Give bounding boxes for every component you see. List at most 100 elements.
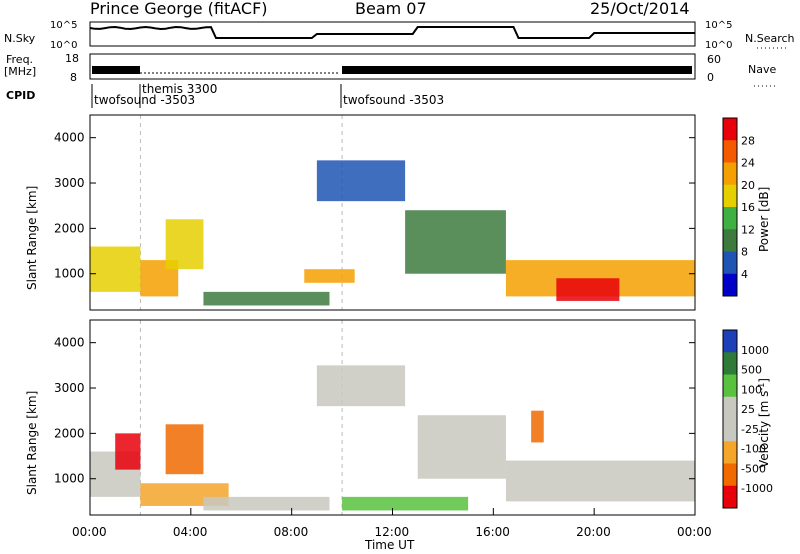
velocity-colorbar-tick: -500 xyxy=(741,462,766,475)
velocity-yticks: 1000 2000 3000 4000 xyxy=(54,336,695,486)
velocity-colorbar-segment xyxy=(723,441,737,464)
velocity-ytick-label: 3000 xyxy=(54,381,85,395)
velocity-colorbar-segment xyxy=(723,396,737,420)
power-colorbar-frame xyxy=(722,117,738,297)
power-region-4 xyxy=(304,269,355,283)
velocity-colorbar: Velocity [m s-1] 1000 500 100 25 -25 -100 -500… xyxy=(722,329,773,509)
power-region-8 xyxy=(556,278,620,301)
power-region-2 xyxy=(165,219,204,270)
freq-block-1 xyxy=(92,66,140,74)
power-colorbar-segment xyxy=(723,184,737,208)
power-colorbar-segment xyxy=(723,273,737,297)
date-title: 25/Oct/2014 xyxy=(590,0,690,18)
velocity-data xyxy=(90,320,695,515)
power-colorbar-tick: 28 xyxy=(741,134,755,147)
velocity-ytick-label: 4000 xyxy=(54,336,85,350)
nsearch-tick-low: 10^0 xyxy=(705,40,732,51)
power-colorbar-tick: 16 xyxy=(741,201,755,214)
velocity-colorbar-exponent: -1 xyxy=(757,383,766,391)
power-colorbar-tick: 20 xyxy=(741,179,755,192)
velocity-colorbar-segment xyxy=(723,374,737,398)
nsky-label: N.Sky xyxy=(4,32,36,45)
beam-title: Beam 07 xyxy=(355,0,427,18)
power-colorbar-tick: 12 xyxy=(741,223,755,236)
velocity-region-5 xyxy=(316,365,406,407)
freq-block-2 xyxy=(342,66,692,74)
power-colorbar-tick: 4 xyxy=(741,268,748,281)
velocity-colorbar-bracket: ] xyxy=(757,378,771,383)
xtick-label: 12:00 xyxy=(375,525,410,539)
power-colorbar: Power [dB] 28 24 20 16 12 8 4 xyxy=(722,117,771,297)
xtick-label: 08:00 xyxy=(274,525,309,539)
cpid-entry-1: twofsound -3503 xyxy=(94,93,195,107)
power-colorbar-tick: 24 xyxy=(741,157,755,170)
nsky-tick-high: 10^5 xyxy=(50,20,77,31)
power-region-0 xyxy=(90,246,141,292)
nave-tick-high: 60 xyxy=(707,53,721,66)
velocity-colorbar-label-text: Velocity [m s xyxy=(757,391,771,468)
nsky-tick-low: 10^0 xyxy=(50,40,77,51)
freq-label-line2: [MHz] xyxy=(4,65,36,78)
velocity-region-1 xyxy=(115,433,141,470)
power-colorbar-segment xyxy=(723,118,737,141)
power-colorbar-segment xyxy=(723,229,737,252)
velocity-region-8 xyxy=(505,460,695,502)
nsearch-tick-high: 10^5 xyxy=(705,20,732,31)
power-colorbar-segment xyxy=(723,207,737,230)
nsearch-label: N.Search xyxy=(745,32,795,45)
xtick-label: 00:00 xyxy=(677,525,712,539)
freq-label-line1: Freq. xyxy=(6,53,33,66)
power-colorbar-label: Power [dB] xyxy=(757,187,771,252)
power-data xyxy=(90,115,695,310)
velocity-colorbar-segment xyxy=(723,485,737,509)
velocity-colorbar-tick: 500 xyxy=(741,364,762,377)
velocity-colorbar-tick: 1000 xyxy=(741,344,769,357)
cpid-label: CPID xyxy=(6,89,35,102)
velocity-colorbar-segment xyxy=(723,330,737,353)
velocity-colorbar-tick: -25 xyxy=(741,423,759,436)
freq-tick-low: 8 xyxy=(70,71,77,84)
nsky-trace xyxy=(89,25,695,39)
power-colorbar-segment xyxy=(723,251,737,275)
power-colorbar-segment xyxy=(723,162,737,186)
velocity-ytick-label: 1000 xyxy=(54,472,85,486)
velocity-colorbar-segment xyxy=(723,463,737,487)
xtick-label: 00:00 xyxy=(72,525,107,539)
velocity-colorbar-segment xyxy=(723,352,737,375)
velocity-colorbar-frame xyxy=(722,329,738,509)
xtick-label: 04:00 xyxy=(173,525,208,539)
nsky-panel: N.Sky 10^5 10^0 N.Search 10^5 10^0 xyxy=(4,20,795,51)
velocity-region-7 xyxy=(417,415,506,479)
nave-label: Nave xyxy=(748,63,776,76)
time-xticks: 00:00 04:00 08:00 12:00 16:00 20:00 00:00 xyxy=(72,508,712,539)
velocity-ylabel: Slant Range [km] xyxy=(25,391,39,495)
power-ytick-label: 1000 xyxy=(54,267,85,281)
velocity-region-9 xyxy=(531,410,544,443)
velocity-region-6 xyxy=(342,496,469,511)
power-ytick-label: 3000 xyxy=(54,176,85,190)
freq-tick-high: 18 xyxy=(65,52,79,65)
velocity-region-4 xyxy=(203,496,330,511)
cpid-entry-2: themis 3300 xyxy=(142,82,217,96)
power-yticks: 1000 2000 3000 4000 xyxy=(54,131,695,281)
power-colorbar-tick: 8 xyxy=(741,246,748,259)
freq-panel: Freq. [MHz] 18 8 Nave 60 0 xyxy=(4,52,778,87)
velocity-colorbar-tick: -100 xyxy=(741,443,766,456)
station-title: Prince George (fitACF) xyxy=(90,0,268,18)
power-ylabel: Slant Range [km] xyxy=(25,186,39,290)
xtick-label: 20:00 xyxy=(576,525,611,539)
velocity-region-3 xyxy=(165,424,204,475)
xtick-label: 16:00 xyxy=(475,525,510,539)
nave-tick-low: 0 xyxy=(707,71,714,84)
power-ytick-label: 2000 xyxy=(54,221,85,235)
velocity-colorbar-label: Velocity [m s-1] xyxy=(757,378,771,468)
power-colorbar-segment xyxy=(723,140,737,163)
power-region-3 xyxy=(203,291,330,306)
velocity-colorbar-segment xyxy=(723,419,737,442)
velocity-colorbar-tick: -1000 xyxy=(741,482,773,495)
velocity-ytick-label: 2000 xyxy=(54,426,85,440)
velocity-colorbar-tick: 100 xyxy=(741,383,762,396)
